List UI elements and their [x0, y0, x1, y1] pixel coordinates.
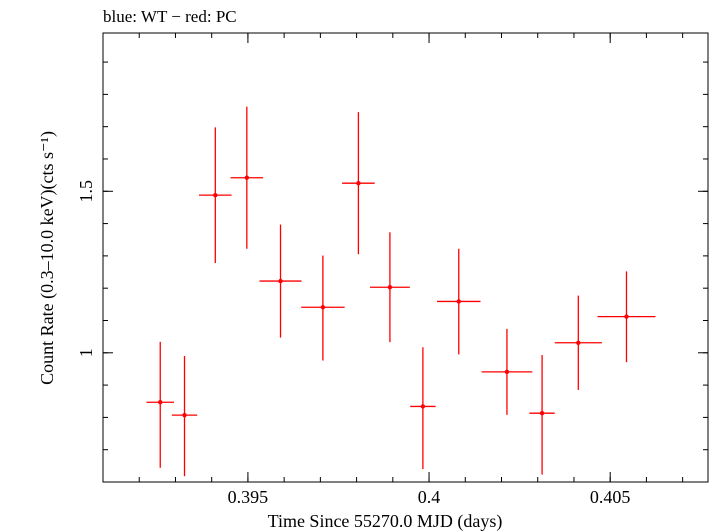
data-point: [320, 305, 326, 310]
data-point: [624, 314, 629, 319]
data-point: [456, 299, 461, 304]
data-point: [278, 278, 283, 284]
chart-title: blue: WT − red: PC: [103, 7, 237, 26]
y-tick-label: 1.5: [76, 180, 96, 203]
data-point: [244, 175, 250, 180]
x-tick-label: 0.4: [418, 487, 441, 507]
y-axis-title: Count Rate (0.3–10.0 keV)(cts s⁻¹): [37, 131, 58, 385]
data-point: [387, 285, 393, 290]
data-point: [539, 410, 545, 416]
y-tick-label: 1: [76, 348, 96, 357]
x-tick-label: 0.405: [590, 487, 631, 507]
data-point: [182, 412, 187, 418]
axis-ticks: [102, 33, 708, 483]
x-axis-title: Time Since 55270.0 MJD (days): [268, 511, 503, 532]
series-pc: [146, 106, 656, 477]
data-points: [146, 106, 656, 477]
data-point: [158, 400, 163, 405]
plot-frame: [102, 32, 709, 483]
data-point: [356, 181, 361, 186]
data-point: [576, 340, 581, 345]
data-point: [420, 404, 426, 409]
data-point: [504, 369, 510, 375]
axis-tick-labels: 0.395 0.4 0.405 1 1.5: [76, 180, 630, 507]
data-point: [213, 192, 218, 198]
x-tick-label: 0.395: [228, 487, 269, 507]
